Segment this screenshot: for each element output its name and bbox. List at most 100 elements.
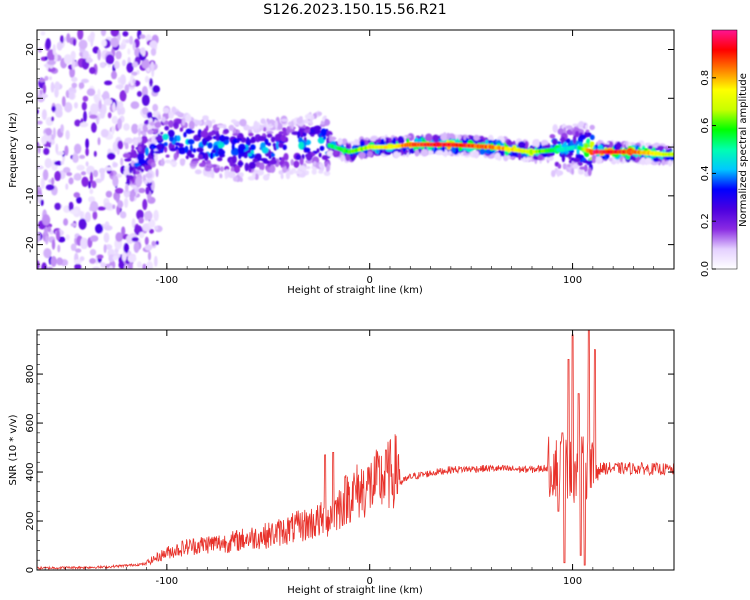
spectral-blob — [223, 128, 230, 134]
spectral-blob — [41, 262, 47, 269]
spectral-blob — [80, 210, 83, 220]
snr-y-axis-label: SNR (10 * v/v) — [8, 414, 19, 485]
spectral-blob — [506, 155, 511, 160]
spectral-blob — [246, 136, 250, 143]
spectral-blob — [274, 133, 283, 142]
spectral-blob — [162, 133, 169, 141]
spectral-blob — [137, 145, 142, 152]
spectral-blob — [38, 47, 42, 53]
spectral-blob — [54, 160, 63, 166]
spectral-blob — [138, 127, 141, 137]
spectral-blob — [269, 164, 276, 173]
spectral-blob — [217, 124, 225, 128]
spectral-blob — [433, 134, 439, 143]
snr-x-axis-label: Height of straight line (km) — [287, 585, 423, 596]
spectral-blob — [37, 260, 40, 269]
spectral-blob — [80, 237, 87, 250]
spectral-blob — [202, 115, 209, 121]
spectral-blob — [78, 82, 85, 89]
spectral-blob — [190, 154, 195, 158]
spectral-blob — [89, 67, 96, 74]
y-tick-label: 600 — [25, 414, 36, 433]
spectral-blob — [50, 81, 55, 93]
spectral-blob — [572, 123, 578, 127]
spectral-blob — [157, 114, 162, 121]
colorbar-tick-label: 0.0 — [700, 261, 711, 277]
spectral-blob — [262, 174, 270, 181]
spectral-blob — [266, 131, 274, 134]
spectral-blob — [55, 229, 61, 241]
spectral-blob — [269, 159, 278, 165]
spectral-blob — [247, 126, 254, 130]
spectral-blob — [647, 145, 653, 150]
spectral-blob — [98, 100, 102, 110]
spectral-blob — [47, 226, 52, 233]
spectral-blob — [330, 136, 337, 141]
spectral-blob — [479, 148, 486, 155]
spectral-blob — [154, 255, 158, 267]
spectral-blob — [183, 131, 187, 138]
spectral-blob — [323, 115, 327, 119]
spectral-blob — [124, 137, 134, 144]
spectral-blob — [115, 84, 124, 90]
colorbar-tick-label: 0.8 — [700, 70, 711, 86]
spectral-blob — [105, 190, 113, 198]
spectral-blob — [286, 126, 291, 135]
spectral-blob — [209, 152, 214, 160]
spectral-blob — [95, 223, 103, 234]
colorbar-tick-label: 0.4 — [700, 165, 711, 181]
spectral-blob — [207, 142, 213, 149]
spectral-blob — [150, 148, 154, 157]
spectral-blob — [274, 120, 278, 129]
spectral-blob — [37, 120, 43, 125]
spectral-blob — [576, 148, 580, 155]
spectral-blob — [88, 180, 92, 189]
spectral-blob — [139, 47, 146, 55]
spectral-blob — [270, 136, 276, 143]
spectral-blob — [93, 169, 99, 178]
spectral-blob — [179, 158, 186, 166]
spectral-blob — [259, 162, 265, 171]
spectral-blob — [162, 107, 170, 114]
spectral-blob — [572, 135, 577, 144]
spectral-blob — [136, 209, 144, 220]
spectral-blob — [181, 117, 186, 126]
spectral-blob — [232, 133, 239, 136]
spectral-blob — [37, 194, 42, 204]
spectral-blob — [619, 156, 624, 162]
spectral-blob — [37, 143, 41, 154]
colorbar: 0.0 0.2 0.4 0.6 0.8 Normalized spectral ampl… — [700, 29, 749, 277]
spectral-blob — [144, 75, 149, 83]
spectral-blob — [101, 39, 107, 47]
spectral-blob — [107, 112, 112, 119]
spectral-blob — [85, 57, 93, 63]
spectral-blob — [261, 147, 269, 154]
spectral-blob — [40, 31, 46, 36]
spectral-blob — [463, 135, 467, 141]
spectral-blob — [402, 146, 406, 153]
spectral-blob — [154, 121, 162, 128]
spectral-blob — [567, 152, 574, 156]
spectral-blob — [135, 176, 143, 186]
spectral-blob — [142, 124, 148, 133]
spectral-blob — [123, 242, 129, 254]
spectral-blob — [110, 30, 120, 37]
spectral-blob — [232, 155, 237, 164]
x-tick-label: -100 — [155, 576, 178, 587]
spectral-blob — [145, 172, 153, 179]
spectral-blob — [572, 163, 579, 169]
spectral-blob — [305, 159, 313, 164]
spectral-blob — [168, 111, 174, 119]
spectral-blob — [131, 123, 139, 134]
spectral-blob — [79, 122, 89, 128]
spectral-blob — [108, 254, 115, 263]
spectral-blob — [119, 90, 127, 102]
spectral-blob — [155, 135, 164, 141]
spectral-blob — [194, 169, 202, 175]
spectral-blob — [126, 62, 134, 73]
spectral-blob — [125, 183, 129, 192]
spectral-blob — [267, 133, 273, 138]
spectral-blob — [568, 159, 572, 164]
spectral-blob — [417, 138, 423, 143]
